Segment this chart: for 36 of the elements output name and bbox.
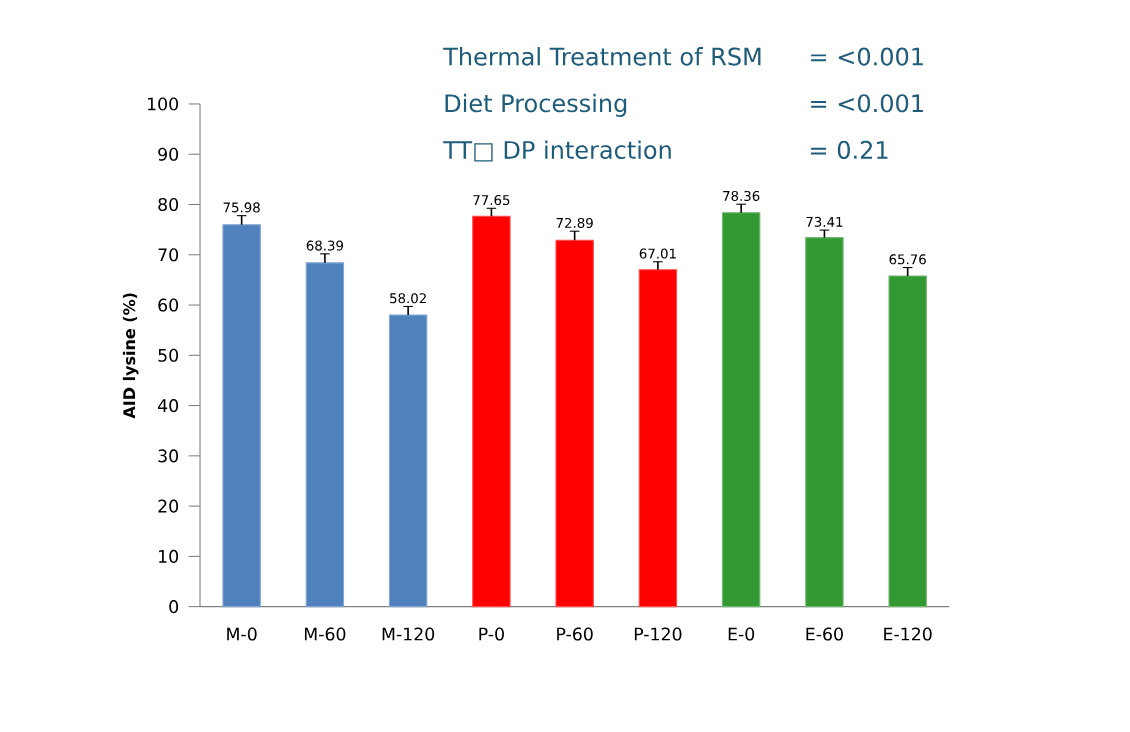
annotation: = 0.21	[811, 140, 888, 159]
x-tick-label: P-60	[557, 627, 593, 641]
y-tick-label: 0	[169, 600, 179, 614]
bar	[805, 237, 844, 608]
y-tick-label: 100	[148, 97, 179, 111]
y-tick-label: 20	[158, 499, 179, 513]
y-tick-label: 40	[157, 399, 179, 413]
x-tick-label: E-120	[884, 627, 932, 641]
annotation: Diet Processing	[445, 93, 627, 117]
x-tick-label: M-120	[382, 627, 435, 641]
y-tick-label: 50	[158, 348, 179, 362]
y-tick-label: 70	[158, 248, 179, 262]
x-tick-label: P-0	[479, 627, 504, 641]
text: Thermal Treatment of RSM	[443, 47, 761, 66]
y-tick-label: 10	[159, 549, 179, 563]
bar	[638, 269, 678, 608]
x-tick-label: M-60	[304, 627, 346, 641]
bar	[721, 212, 761, 608]
x-tick-label: E-60	[806, 627, 843, 641]
bar	[888, 275, 927, 608]
bar	[555, 239, 594, 608]
y-tick-label: 30	[158, 449, 179, 463]
y-tick-label: 80	[158, 197, 179, 212]
bar	[305, 262, 345, 608]
annotation: = <0.001	[811, 94, 923, 113]
text: = <0.001	[811, 47, 923, 66]
x-tick-label: E-0	[728, 627, 755, 641]
y-tick-label: 60	[158, 298, 179, 312]
bar	[472, 215, 511, 608]
y-tick-label: 90	[158, 147, 179, 161]
x-tick-label: M-0	[227, 627, 257, 641]
x-tick-label: P-120	[634, 627, 682, 641]
bar	[388, 314, 428, 608]
annotation: TT□ DP interaction	[443, 140, 671, 162]
bar	[222, 224, 261, 608]
y-axis-title: AID lysine (%)	[122, 293, 139, 419]
